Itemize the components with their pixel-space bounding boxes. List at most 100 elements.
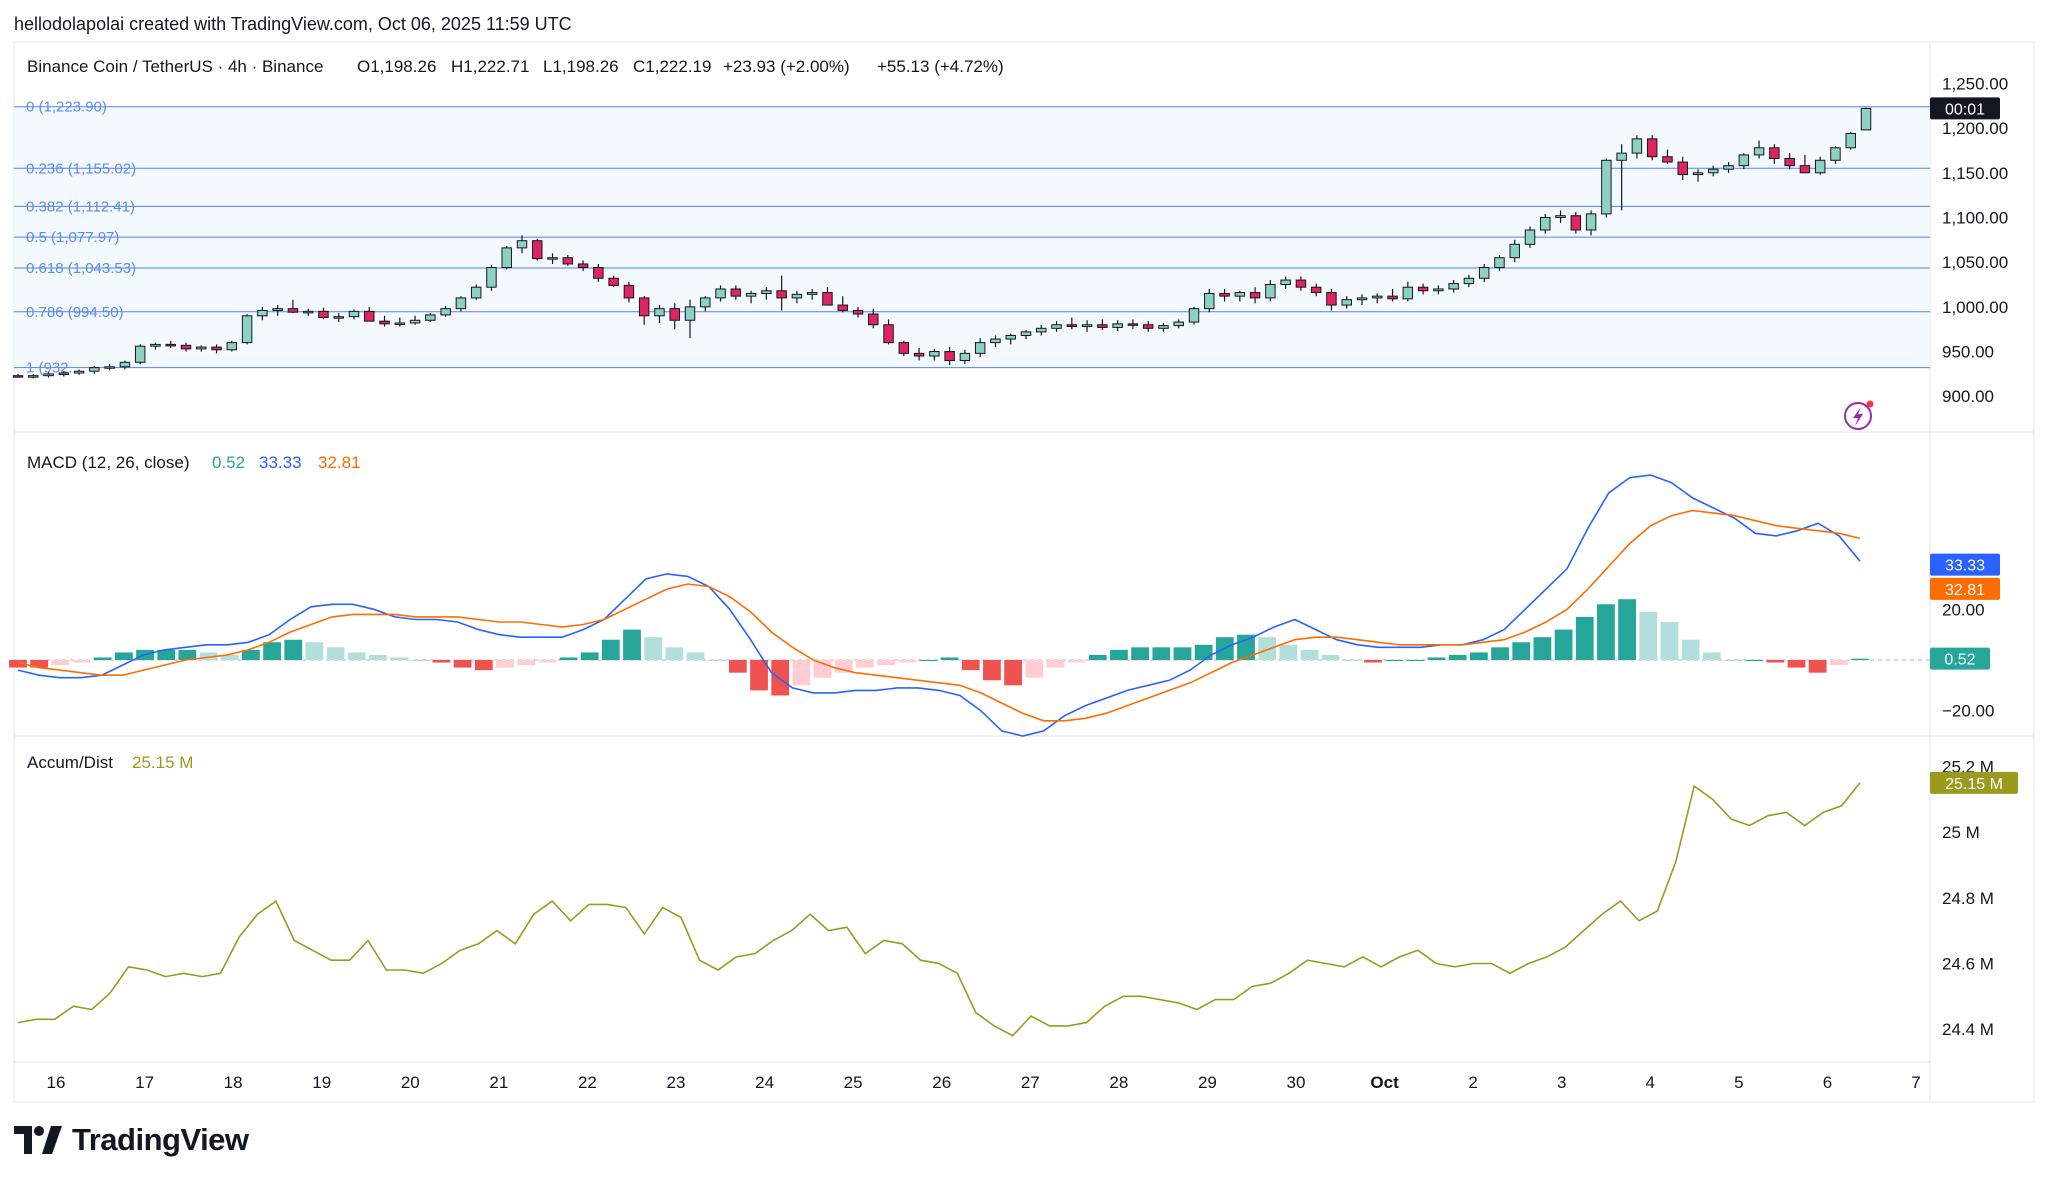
candle: [1204, 288, 1215, 313]
candle: [486, 264, 497, 291]
time-tick: 24: [755, 1073, 774, 1092]
candle: [791, 290, 803, 304]
macd-hist-bar: [72, 660, 91, 663]
created-by-header: hellodolapolai created with TradingView.…: [14, 14, 572, 34]
candle: [1814, 156, 1826, 175]
candle: [532, 238, 543, 261]
macd-hist-bar: [1194, 644, 1213, 660]
candle: [241, 314, 253, 345]
candle: [455, 296, 467, 312]
macd-hist-bar: [644, 637, 663, 660]
time-tick: 21: [489, 1073, 508, 1092]
candle: [623, 281, 635, 303]
time-tick: 6: [1823, 1073, 1832, 1092]
macd-hist-bar: [771, 660, 790, 696]
macd-hist-bar: [1088, 654, 1107, 660]
macd-hist-bar: [30, 660, 49, 668]
candle: [1433, 285, 1444, 295]
fib-label-3: 0.5 (1,077.97): [26, 229, 119, 246]
macd-hist-bar: [1575, 616, 1594, 660]
macd-hist-bar: [707, 660, 726, 661]
candle: [1540, 213, 1551, 234]
candle: [1799, 154, 1811, 174]
price-axis[interactable]: 1,250.00 1,200.00 1,150.00 1,100.00 1,050.00…: [1942, 74, 2008, 406]
macd-hist-bar: [1321, 654, 1340, 660]
candle: [929, 348, 940, 361]
hist-value-label-text: 0.52: [1944, 652, 1975, 669]
macd-hist-bar: [1618, 599, 1636, 660]
macd-hist-bar: [983, 660, 1001, 681]
candle: [180, 342, 192, 352]
macd-tick-neg20: −20.00: [1942, 702, 1994, 721]
candle: [257, 306, 268, 321]
macd-hist-bar: [432, 660, 451, 663]
macd-hist-bar: [178, 649, 197, 660]
countdown-text: 00:01: [1945, 101, 1985, 118]
candle: [715, 285, 726, 302]
ohlc-close: C1,222.19: [633, 57, 711, 76]
price-tick: 1,050.00: [1942, 253, 2008, 272]
candle: [1234, 290, 1246, 302]
macd-tick-20: 20.00: [1942, 600, 1985, 619]
macd-hist-bar: [1448, 654, 1467, 660]
candle: [73, 369, 85, 375]
candlestick-series: [12, 107, 1872, 379]
time-tick: 4: [1646, 1073, 1655, 1092]
ad-tick: 25.2 M: [1942, 757, 1994, 776]
candle: [776, 275, 787, 311]
macd-hist-bar: [453, 660, 472, 668]
candle: [1585, 210, 1597, 236]
candle: [1463, 274, 1475, 288]
candle: [1081, 320, 1093, 332]
candle: [1417, 283, 1429, 295]
time-tick: 20: [401, 1073, 420, 1092]
ad-tick: 25 M: [1942, 823, 1980, 842]
candle: [196, 345, 207, 352]
candle: [1066, 317, 1078, 330]
macd-hist-bar: [1724, 660, 1742, 661]
candle: [1020, 330, 1032, 340]
macd-hist-bar: [242, 649, 260, 660]
chart-frame: [13, 41, 2035, 1103]
macd-hist-bar: [1554, 629, 1573, 660]
candle: [1142, 321, 1154, 332]
candle: [1356, 294, 1368, 306]
lightning-bolt-icon[interactable]: [1844, 400, 1874, 430]
price-tick: 1,250.00: [1942, 74, 2008, 93]
fib-label-6: 1 (932...: [26, 360, 81, 377]
accum-dist-line: [17, 782, 1861, 1037]
macd-hist-bar: [1067, 660, 1086, 663]
macd-hist-legend: 0.52: [212, 453, 245, 472]
trading-chart[interactable]: 0 (1,223.90) 0.236 (1,155.02) 0.382 (1,112…: [0, 30, 2048, 1140]
time-tick: 2: [1468, 1073, 1477, 1092]
macd-hist-bar: [1681, 639, 1700, 660]
candle: [593, 263, 604, 282]
macd-hist-bar: [1808, 660, 1827, 673]
candle: [226, 340, 238, 352]
macd-hist-bar: [1427, 657, 1446, 660]
candle: [868, 308, 879, 329]
ohlc-change-total: +55.13 (+4.72%): [877, 57, 1004, 76]
candle: [1723, 162, 1734, 173]
candle: [394, 317, 406, 327]
tradingview-logo[interactable]: TradingView: [14, 1120, 249, 1160]
price-tick: 1,200.00: [1942, 119, 2008, 138]
time-axis[interactable]: 16 17 18 19 20 21 22 23 24 25 26 27 28 29 30 Oct 2 3 4 5 6 7: [47, 1073, 1921, 1092]
ad-value-label-text: 25.15 M: [1945, 776, 2003, 793]
macd-hist-bar: [1406, 660, 1425, 661]
time-tick: 27: [1021, 1073, 1040, 1092]
candle: [562, 255, 574, 266]
candle: [1249, 287, 1261, 304]
candle: [1372, 293, 1383, 304]
macd-hist-bar: [1851, 658, 1869, 660]
time-tick: 7: [1911, 1073, 1920, 1092]
macd-hist-bar: [792, 660, 811, 686]
candle: [1402, 281, 1414, 302]
candle: [272, 305, 283, 316]
candle: [761, 287, 772, 300]
candle: [1738, 153, 1750, 170]
time-tick: 26: [932, 1073, 951, 1092]
candle: [1188, 306, 1200, 325]
time-tick: 25: [844, 1073, 863, 1092]
macd-hist-bar: [877, 660, 895, 666]
